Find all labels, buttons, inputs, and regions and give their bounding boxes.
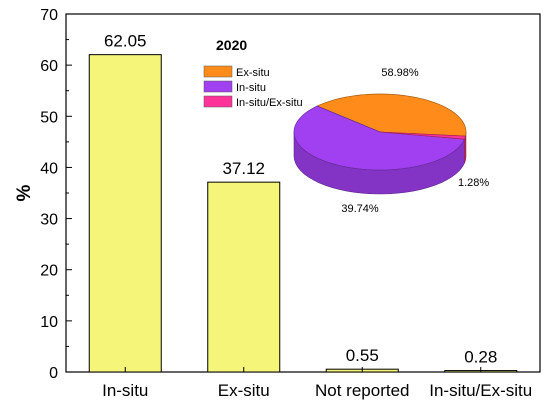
y-tick-label: 60 <box>40 58 58 75</box>
y-axis-label: % <box>14 184 35 201</box>
pie-percent-label: 39.74% <box>341 203 379 215</box>
pie-slice-3 <box>379 131 466 140</box>
pie-side-3 <box>464 136 466 164</box>
y-tick-label: 30 <box>40 212 58 229</box>
bar-value-label: 37.12 <box>222 159 265 178</box>
y-tick-label: 0 <box>49 365 58 382</box>
legend-label: Ex-situ <box>236 67 270 79</box>
x-category-label: Not reported <box>315 381 410 400</box>
legend-swatch <box>203 95 233 108</box>
y-tick-label: 40 <box>40 160 58 177</box>
y-tick-label: 10 <box>40 314 58 331</box>
bar-value-label: 0.55 <box>346 346 379 365</box>
pie-title: 2020 <box>216 37 247 53</box>
bar-2 <box>207 181 281 373</box>
y-tick-label: 70 <box>40 7 58 24</box>
legend-swatch <box>203 65 233 78</box>
legend-label: In-situ <box>236 82 266 94</box>
pie-percent-label: 1.28% <box>458 177 489 189</box>
pie-percent-label: 58.98% <box>381 67 419 79</box>
pie-slice-2 <box>293 105 466 171</box>
x-category-label: In-situ <box>102 381 148 400</box>
bar-value-label: 62.05 <box>104 32 147 51</box>
y-tick-label: 20 <box>40 263 58 280</box>
y-tick-label: 50 <box>40 109 58 126</box>
legend-swatch <box>203 80 233 93</box>
pie-chart: 2020 Ex-situ In-situ In-situ/Ex-situ 39.74% 5… <box>203 37 489 215</box>
x-category-label: Ex-situ <box>218 381 270 400</box>
bar-chart: 0 10 20 30 40 50 60 70% 62.05 In-situ 37.12 Ex-situ… <box>14 7 541 400</box>
x-category-label: In-situ/Ex-situ <box>429 381 532 400</box>
bar-1 <box>88 54 162 373</box>
bar-value-label: 0.28 <box>464 348 497 367</box>
pie-slice-1 <box>316 93 467 137</box>
legend-label: In-situ/Ex-situ <box>236 97 303 109</box>
